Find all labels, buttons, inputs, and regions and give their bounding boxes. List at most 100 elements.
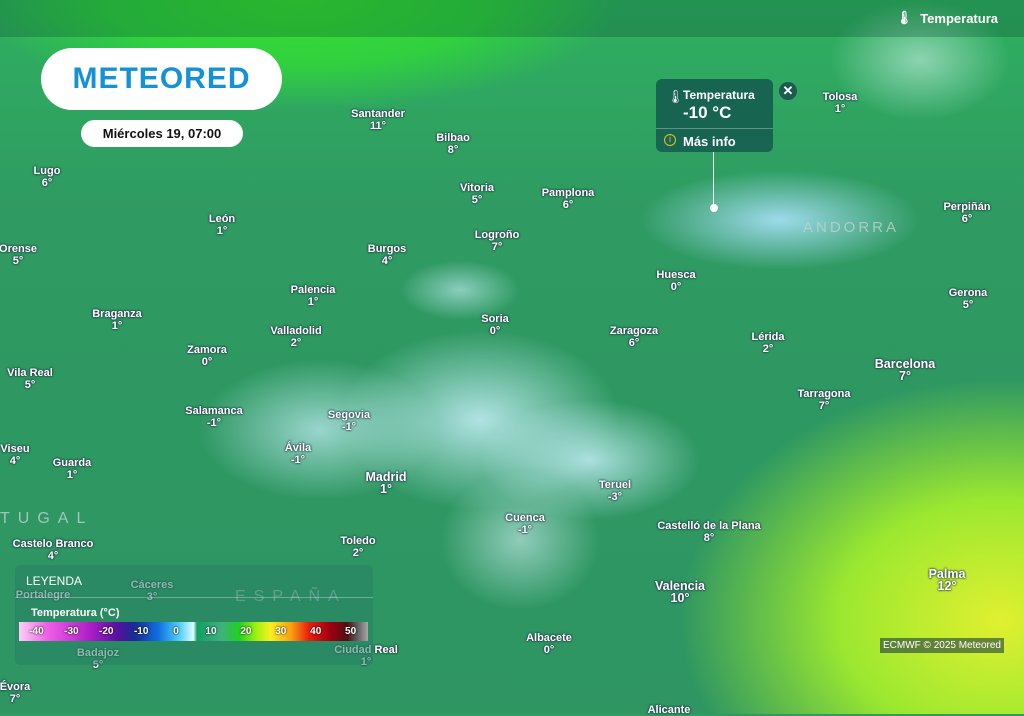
city-label[interactable]: Zamora 0° (187, 344, 227, 368)
meteored-logo[interactable]: METEORED (41, 48, 282, 110)
city-name: Teruel (598, 479, 632, 491)
city-name: Bilbao (436, 132, 470, 144)
city-label[interactable]: Palencia 1° (291, 284, 336, 308)
city-name: Barcelona (874, 357, 936, 371)
legend-tick: 30 (275, 626, 287, 637)
city-label[interactable]: Lugo 6° (34, 165, 61, 189)
city-label[interactable]: Alicante (648, 704, 691, 716)
city-name: Castelló de la Plana (657, 520, 761, 532)
popup-title: Temperatura (683, 88, 755, 102)
city-label[interactable]: Lérida 2° (751, 331, 784, 355)
more-info-link[interactable]: Más info (683, 134, 736, 149)
city-label[interactable]: Huesca 0° (656, 269, 695, 293)
city-label[interactable]: Santander 11° (351, 108, 405, 132)
legend-unit: Temperatura (°C) (31, 607, 120, 619)
city-label[interactable]: Tolosa 1° (823, 91, 858, 115)
city-label[interactable]: Cuenca -1° (505, 512, 545, 536)
city-label[interactable]: Castelo Branco 4° (13, 538, 94, 562)
legend: LEYENDA Temperatura (°C) -40 -30 -20 -10 0 10… (15, 565, 373, 665)
city-name: Soria (481, 313, 509, 325)
city-label[interactable]: Tarragona 7° (798, 388, 851, 412)
legend-tick: -30 (64, 626, 79, 637)
city-label[interactable]: Braganza 1° (92, 308, 142, 332)
city-label[interactable]: Teruel -3° (599, 479, 631, 503)
city-label[interactable]: Barcelona 7° (874, 357, 936, 383)
location-marker[interactable] (710, 204, 718, 212)
city-temp: 7° (491, 241, 503, 253)
legend-tick: -10 (133, 626, 149, 637)
divider (15, 597, 373, 598)
city-name: Évora (0, 681, 31, 693)
city-temp: 5° (24, 379, 36, 391)
city-label[interactable]: Albacete 0° (526, 632, 572, 656)
city-name: Lérida (751, 331, 785, 343)
country-label: TUGAL (0, 510, 94, 527)
city-label[interactable]: Ávila -1° (285, 442, 311, 466)
city-label[interactable]: Valencia 10° (655, 580, 705, 605)
city-temp: 5° (92, 659, 104, 671)
city-temp: 10° (670, 591, 690, 605)
city-temp: 2° (290, 337, 302, 349)
city-label[interactable]: Pamplona 6° (542, 187, 595, 211)
city-name: Santander (351, 108, 405, 120)
city-name: Perpiñán (943, 201, 991, 213)
city-name: Alicante (647, 704, 691, 716)
city-label[interactable]: Vitoria 5° (460, 182, 494, 206)
city-temp: -1° (290, 454, 306, 466)
city-label[interactable]: Bilbao 8° (436, 132, 470, 156)
city-label[interactable]: Madrid 1° (366, 471, 407, 496)
city-label[interactable]: Soria 0° (481, 313, 509, 337)
city-temp: 4° (9, 455, 21, 467)
city-label[interactable]: León 1° (209, 213, 235, 237)
city-temp: 6° (41, 177, 53, 189)
city-name: Guarda (52, 457, 92, 469)
city-label[interactable]: Viseu 4° (0, 443, 29, 467)
city-name: Pamplona (541, 187, 595, 199)
city-label[interactable]: Zaragoza 6° (610, 325, 658, 349)
city-label[interactable]: Castelló de la Plana 8° (657, 520, 760, 544)
city-label[interactable]: Salamanca -1° (185, 405, 242, 429)
thermometer-icon: 🌡 (895, 10, 913, 25)
city-name: León (208, 213, 236, 225)
city-temp: 6° (961, 213, 973, 225)
city-temp: 5° (962, 299, 974, 311)
city-temp: 2° (352, 547, 364, 559)
city-name: Logroño (474, 229, 520, 241)
date-time-badge[interactable]: Miércoles 19, 07:00 (81, 120, 243, 147)
city-temp: 1° (307, 296, 319, 308)
city-name: Segovia (327, 409, 371, 421)
city-label[interactable]: Évora 7° (0, 681, 30, 705)
city-label[interactable]: Segovia -1° (328, 409, 370, 433)
credit: ECMWF © 2025 Meteored (880, 638, 1004, 653)
city-temp: 5° (12, 255, 24, 267)
close-icon[interactable]: ✕ (779, 82, 797, 100)
city-temp: 4° (381, 255, 393, 267)
city-label[interactable]: Guarda 1° (53, 457, 92, 481)
layer-label: Temperatura (920, 10, 998, 26)
city-name: Salamanca (185, 405, 243, 417)
city-temp: 2° (762, 343, 774, 355)
city-label[interactable]: Perpiñán 6° (943, 201, 990, 225)
legend-tick: 10 (205, 626, 217, 637)
city-label[interactable]: Vila Real 5° (7, 367, 53, 391)
city-name: Albacete (526, 632, 572, 644)
city-temp: 1° (380, 482, 392, 496)
legend-tick: 50 (345, 626, 357, 637)
city-label[interactable]: Burgos 4° (368, 243, 407, 267)
city-name: Braganza (92, 308, 142, 320)
city-label[interactable]: Gerona 5° (949, 287, 988, 311)
city-name: Cuenca (505, 512, 545, 524)
city-name: Huesca (656, 269, 696, 281)
city-temp: -1° (206, 417, 222, 429)
city-temp: 0° (670, 281, 682, 293)
city-label[interactable]: Palma 12° (929, 568, 966, 593)
city-label[interactable]: Orense 5° (0, 243, 37, 267)
city-name: Gerona (948, 287, 988, 299)
city-temp: -3° (607, 491, 623, 503)
city-name: Castelo Branco (12, 538, 94, 550)
city-name: Valladolid (270, 325, 322, 337)
city-label[interactable]: Valladolid 2° (270, 325, 321, 349)
city-label[interactable]: Logroño 7° (475, 229, 520, 253)
layer-selector[interactable]: 🌡 Temperatura (896, 10, 998, 26)
city-label[interactable]: Toledo 2° (340, 535, 375, 559)
